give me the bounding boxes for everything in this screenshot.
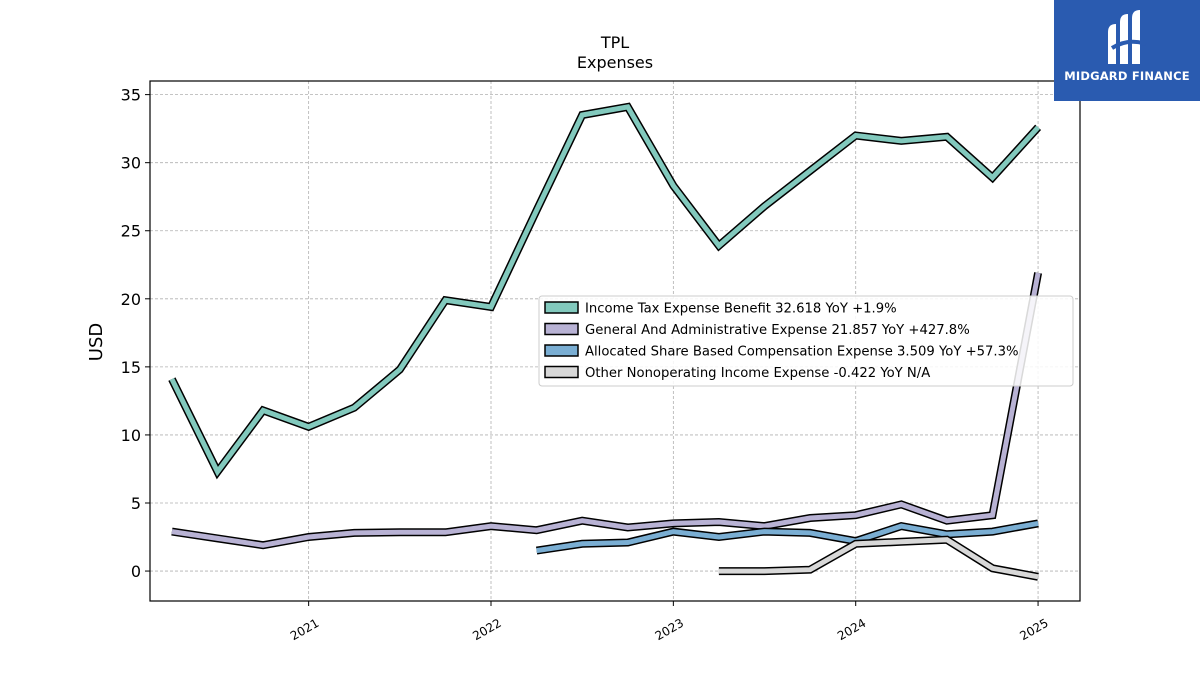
y-tick-label: 30	[121, 154, 141, 173]
legend-box	[538, 295, 1074, 387]
plot-frame	[149, 80, 1081, 602]
chart-subtitle: Expenses	[577, 53, 653, 72]
legend-swatch	[544, 301, 579, 314]
x-tick-label: 2021	[288, 616, 321, 643]
y-tick-label: 0	[131, 562, 141, 581]
y-tick-label: 5	[131, 494, 141, 513]
legend-swatch	[544, 344, 579, 357]
series-2-line	[536, 520, 1039, 554]
legend-swatch	[544, 322, 579, 336]
legend-entry-2: Allocated Share Based Compensation Expen…	[585, 345, 1019, 360]
y-tick-label: 25	[121, 222, 141, 241]
y-tick-label: 15	[121, 358, 141, 377]
y-tick-label: 10	[121, 426, 141, 445]
series-1-line	[171, 272, 1041, 548]
y-axis-ticks: 0 5 10 15 20 25 30 35	[121, 86, 150, 581]
legend-entry-3: Other Nonoperating Income Expense -0.422…	[585, 366, 930, 381]
y-tick-label: 20	[121, 290, 141, 309]
watermark-logo: MIDGARD FINANCE	[1054, 0, 1200, 101]
legend: Income Tax Expense Benefit 32.618 YoY +1…	[538, 295, 1074, 387]
x-tick-label: 2024	[835, 616, 868, 643]
series-3-line	[718, 537, 1039, 580]
y-axis-label: USD	[86, 323, 107, 361]
series-0-outline	[168, 102, 1042, 480]
x-tick-label: 2023	[653, 616, 686, 643]
x-axis-ticks: 2021 2022 2023 2024 2025	[288, 601, 1051, 643]
x-tick-label: 2025	[1017, 616, 1050, 643]
watermark-text: MIDGARD FINANCE	[1064, 69, 1190, 83]
x-tick-label: 2022	[470, 616, 503, 643]
chart-title: TPL	[600, 33, 629, 52]
y-tick-label: 35	[121, 86, 141, 105]
legend-entry-1: General And Administrative Expense 21.85…	[585, 323, 970, 338]
legend-swatch	[544, 365, 579, 379]
series-0-line	[169, 104, 1040, 477]
logo-mark-icon	[1108, 10, 1147, 64]
series-layer	[168, 102, 1043, 581]
legend-entry-0: Income Tax Expense Benefit 32.618 YoY +1…	[585, 302, 897, 317]
